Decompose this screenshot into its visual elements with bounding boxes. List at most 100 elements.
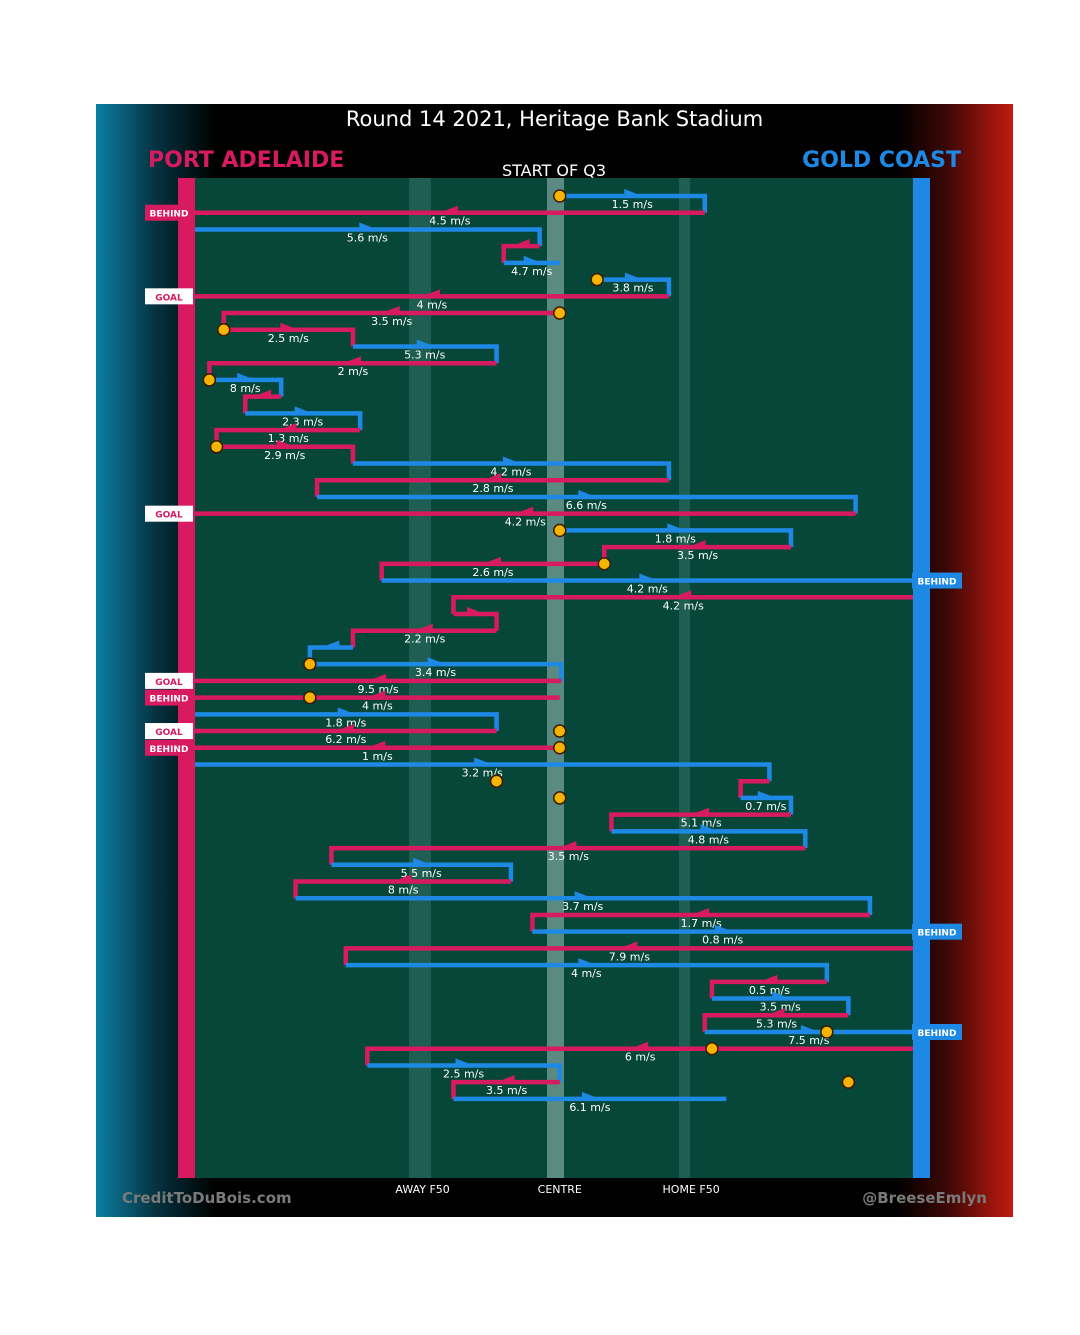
kick-chain-chart: 1.5 m/s 4.5 m/s 5.6 m/s 4.7 m/s 3.8 m/s 4 m/s… bbox=[145, 161, 962, 1196]
stoppage-marker bbox=[303, 690, 317, 705]
direction-arrow bbox=[280, 322, 299, 331]
speed-label: 1.8 m/s bbox=[325, 716, 366, 729]
direction-arrow bbox=[439, 205, 458, 214]
direction-arrow bbox=[482, 473, 501, 482]
speed-label: 4.7 m/s bbox=[511, 265, 552, 278]
direction-arrow bbox=[700, 824, 719, 833]
chain-segment-away bbox=[195, 227, 542, 247]
speed-label: 2 m/s bbox=[338, 365, 369, 378]
chain-segment-away bbox=[345, 962, 830, 982]
chain-segment-home bbox=[379, 561, 605, 581]
home-f50-band bbox=[679, 178, 690, 1178]
chain-segment-away bbox=[352, 461, 672, 481]
result-label: BEHIND bbox=[918, 929, 957, 939]
chain-segment-home bbox=[709, 979, 827, 999]
speed-label: 6.6 m/s bbox=[566, 499, 607, 512]
speed-label: 2.5 m/s bbox=[443, 1067, 484, 1080]
direction-arrow bbox=[455, 1058, 474, 1067]
chain-segment-home bbox=[350, 628, 497, 648]
speed-label: 6.2 m/s bbox=[325, 733, 366, 746]
result-badge bbox=[912, 572, 962, 589]
chain-segment-home bbox=[314, 477, 669, 497]
direction-arrow bbox=[759, 974, 778, 983]
direction-arrow bbox=[691, 907, 710, 916]
result-label: GOAL bbox=[155, 511, 183, 521]
direction-arrow bbox=[393, 874, 412, 883]
result-badge bbox=[145, 739, 193, 756]
speed-label: 0.5 m/s bbox=[749, 984, 790, 997]
speed-label: 4 m/s bbox=[417, 298, 448, 311]
result-badge bbox=[912, 1024, 962, 1040]
direction-arrow bbox=[624, 272, 643, 281]
result-badge bbox=[145, 672, 193, 689]
stoppage-marker bbox=[552, 791, 567, 805]
footer-credit-right: @BreeseEmlyn bbox=[862, 1189, 987, 1207]
speed-label: 5.3 m/s bbox=[404, 348, 445, 361]
chain-segment-away bbox=[317, 494, 858, 514]
chain-segment-away bbox=[309, 661, 564, 681]
direction-arrow bbox=[359, 222, 378, 231]
chain-segment-home bbox=[451, 595, 913, 614]
chain-segment-home bbox=[293, 879, 511, 899]
chain-segment-home bbox=[329, 845, 806, 865]
direction-arrow bbox=[367, 690, 386, 699]
direction-arrow bbox=[515, 506, 534, 515]
stoppage-marker bbox=[552, 741, 567, 755]
direction-arrow bbox=[523, 255, 542, 264]
footer-credit-left: CreditToDuBois.com bbox=[122, 1189, 292, 1207]
direction-arrow bbox=[619, 941, 638, 950]
direction-arrow bbox=[321, 640, 340, 649]
direction-arrow bbox=[691, 807, 710, 816]
stoppage-marker bbox=[590, 272, 604, 287]
direction-arrow bbox=[367, 740, 386, 749]
speed-label: 8 m/s bbox=[230, 382, 261, 395]
speed-label: 6 m/s bbox=[625, 1051, 656, 1064]
chain-segment-away bbox=[331, 862, 514, 882]
chain-segment-home bbox=[451, 1079, 560, 1099]
direction-arrow bbox=[416, 339, 435, 348]
chart-poster: 1.5 m/s 4.5 m/s 5.6 m/s 4.7 m/s 3.8 m/s 4 m/s… bbox=[96, 104, 1013, 1217]
chain-segment-away bbox=[195, 712, 499, 732]
chain-segment-home bbox=[609, 812, 791, 832]
direction-arrow bbox=[278, 423, 297, 432]
direction-arrow bbox=[368, 673, 387, 682]
chain-segment-home bbox=[223, 327, 356, 347]
speed-label: 1 m/s bbox=[362, 750, 393, 763]
speed-label: 8 m/s bbox=[388, 884, 419, 897]
chain-segment-away bbox=[597, 277, 672, 297]
direction-arrow bbox=[673, 590, 692, 599]
direction-arrow bbox=[578, 489, 597, 498]
speed-label: 0.7 m/s bbox=[745, 800, 786, 813]
direction-arrow bbox=[757, 790, 776, 799]
direction-arrow bbox=[574, 891, 593, 900]
result-label: BEHIND bbox=[150, 210, 189, 220]
direction-arrow bbox=[558, 841, 577, 850]
speed-label: 3.4 m/s bbox=[415, 666, 456, 679]
stoppage-marker bbox=[597, 557, 612, 571]
result-badge bbox=[912, 923, 962, 940]
chain-segment-home bbox=[530, 912, 870, 932]
direction-arrow bbox=[511, 239, 530, 248]
chain-segment-away bbox=[559, 193, 708, 213]
stoppage-marker bbox=[216, 323, 231, 337]
result-label: GOAL bbox=[155, 728, 183, 738]
direction-arrow bbox=[414, 623, 433, 632]
result-badge bbox=[145, 204, 193, 221]
direction-arrow bbox=[237, 372, 256, 381]
chain-segment-home bbox=[216, 444, 356, 464]
direction-arrow bbox=[467, 607, 486, 615]
speed-label: 4 m/s bbox=[571, 967, 602, 980]
direction-arrow bbox=[578, 958, 597, 967]
speed-label: 5.6 m/s bbox=[347, 231, 388, 244]
speed-label: 7.5 m/s bbox=[788, 1034, 829, 1047]
chain-segment-away bbox=[611, 829, 808, 849]
speed-label: 1.8 m/s bbox=[655, 532, 696, 545]
stoppage-marker bbox=[303, 657, 317, 671]
chain-segment-away bbox=[352, 344, 499, 364]
direction-arrow bbox=[335, 724, 354, 733]
speed-label: 1.7 m/s bbox=[681, 917, 722, 930]
direction-arrow bbox=[624, 189, 643, 197]
chain-segment-away bbox=[367, 1063, 562, 1083]
direction-arrow bbox=[427, 657, 446, 666]
chain-segment-home bbox=[702, 1013, 849, 1032]
